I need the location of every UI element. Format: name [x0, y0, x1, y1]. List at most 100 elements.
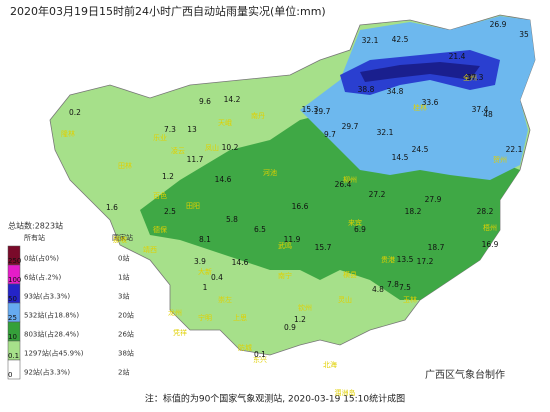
place-name: 河池 — [263, 168, 277, 177]
station-value: 35 — [519, 30, 529, 39]
station-value: 37.3 — [467, 73, 484, 82]
station-value: 2.5 — [164, 207, 176, 216]
station-value: 27.2 — [369, 190, 386, 199]
station-value: 0.4 — [211, 273, 223, 282]
credit: 广西区气象台制作 — [425, 368, 505, 381]
station-value: 7.8 — [387, 280, 399, 289]
station-value: 17.2 — [417, 257, 434, 266]
place-name: 东兴 — [253, 355, 267, 364]
place-name: 贺州 — [493, 155, 507, 164]
place-name: 凤山 — [205, 143, 219, 152]
legend-count: 6站(占.2%) — [24, 273, 62, 282]
station-value: 38.8 — [358, 85, 375, 94]
place-name: 柳州 — [343, 175, 357, 184]
station-value: 19.7 — [314, 107, 331, 116]
legend: 0站(占0%) 0站 6站(占.2%) 1站 93站(占3.3%) 3站 532站(占18.… — [7, 245, 134, 380]
legend-boundary: 25 — [8, 314, 17, 322]
station-value: 16.9 — [482, 240, 499, 249]
station-values: 0.29.6 14.215.319.729.738.8 34.832.1 42.526… — [69, 20, 529, 359]
station-value: 9.6 — [199, 97, 211, 106]
station-value: 21.4 — [449, 52, 466, 61]
station-value: 15.3 — [302, 105, 319, 114]
place-name: 百色 — [153, 191, 167, 200]
place-name: 横县 — [343, 270, 357, 279]
station-value: 11.9 — [284, 235, 301, 244]
station-value: 6.9 — [354, 225, 366, 234]
place-name: 隆林 — [61, 129, 75, 138]
station-value: 0.9 — [284, 323, 296, 332]
zone-100 — [360, 62, 480, 82]
station-value: 48 — [483, 110, 493, 119]
legend-national: 0站 — [118, 254, 129, 263]
station-value: 28.2 — [477, 207, 494, 216]
legend-boundary: 50 — [8, 295, 17, 303]
place-name: 钦州 — [298, 303, 312, 312]
legend-header: 所有站 — [24, 233, 45, 242]
station-value: 37.4 — [472, 105, 489, 114]
station-value: 13 — [187, 125, 197, 134]
place-name: 凭祥 — [173, 328, 187, 337]
station-value: 16.6 — [292, 202, 309, 211]
place-name: 南丹 — [251, 111, 265, 120]
legend-boundary: 0 — [8, 371, 12, 379]
legend-national: 1站 — [118, 273, 129, 282]
station-value: 0.1 — [254, 350, 266, 359]
station-value: 14.5 — [392, 153, 409, 162]
place-name: 乐业 — [153, 133, 167, 142]
place-name: 那坡 — [113, 235, 127, 244]
legend-count: 92站(占3.3%) — [24, 368, 70, 377]
station-value: 18.2 — [405, 207, 422, 216]
place-name: 上思 — [233, 313, 247, 322]
station-value: 6.5 — [254, 225, 266, 234]
station-value: 33.6 — [422, 98, 439, 107]
station-value: 7.3 — [164, 125, 176, 134]
station-value: 7.5 — [399, 283, 411, 292]
station-value: 5.8 — [226, 215, 238, 224]
legend-boundary: 250 — [8, 257, 21, 265]
place-name: 全州 — [463, 73, 477, 82]
station-value: 14.6 — [232, 258, 249, 267]
legend-count: 93站(占3.3%) — [24, 292, 70, 301]
station-value: 9.7 — [324, 130, 336, 139]
place-name: 玉林 — [403, 295, 417, 304]
legend-national: 26站 — [118, 330, 134, 339]
station-value: 11.7 — [187, 155, 204, 164]
station-value: 13.5 — [397, 255, 414, 264]
station-value: 26.4 — [335, 180, 352, 189]
station-value: 0.2 — [69, 108, 81, 117]
legend-header: 国家站 — [112, 233, 133, 242]
legend-count: 803站(占28.4%) — [24, 330, 79, 339]
station-value: 32.1 — [362, 36, 379, 45]
station-value: 24.5 — [412, 145, 429, 154]
place-name: 田林 — [118, 161, 132, 170]
station-value: 26.9 — [490, 20, 507, 29]
place-name: 德保 — [153, 225, 167, 234]
legend-count: 1297站(占45.9%) — [24, 349, 84, 358]
station-value: 14.2 — [224, 95, 241, 104]
place-name: 灵山 — [338, 295, 352, 304]
legend-total: 总站数:2823站 — [8, 221, 63, 231]
legend-swatch — [7, 359, 21, 380]
legend-national: 2站 — [118, 368, 129, 377]
map-title: 2020年03月19日15时前24小时广西自动站雨量实况(单位:mm) — [10, 4, 326, 18]
place-name: 宁明 — [198, 313, 212, 322]
legend-boundary: 10 — [8, 333, 17, 341]
station-value: 1.2 — [162, 172, 174, 181]
place-name: 田阳 — [186, 201, 200, 210]
legend-national: 20站 — [118, 311, 134, 320]
station-value: 27.9 — [425, 195, 442, 204]
place-name: 北海 — [323, 360, 337, 369]
place-name: 崇左 — [218, 295, 232, 304]
station-value: 1.6 — [106, 203, 118, 212]
station-value: 1.2 — [294, 315, 306, 324]
station-value: 3.9 — [194, 257, 206, 266]
footer-note: 注：标值的为90个国家气象观测站, 2020-03-19 15:10统计成图 — [145, 393, 405, 405]
place-name: 大新 — [198, 267, 212, 276]
station-value: 34.8 — [387, 87, 404, 96]
place-name: 桂林 — [413, 103, 427, 112]
place-name: 武鸣 — [278, 241, 292, 250]
station-value: 14.6 — [215, 175, 232, 184]
station-value: 8.1 — [199, 235, 211, 244]
station-value: 4.8 — [372, 285, 384, 294]
